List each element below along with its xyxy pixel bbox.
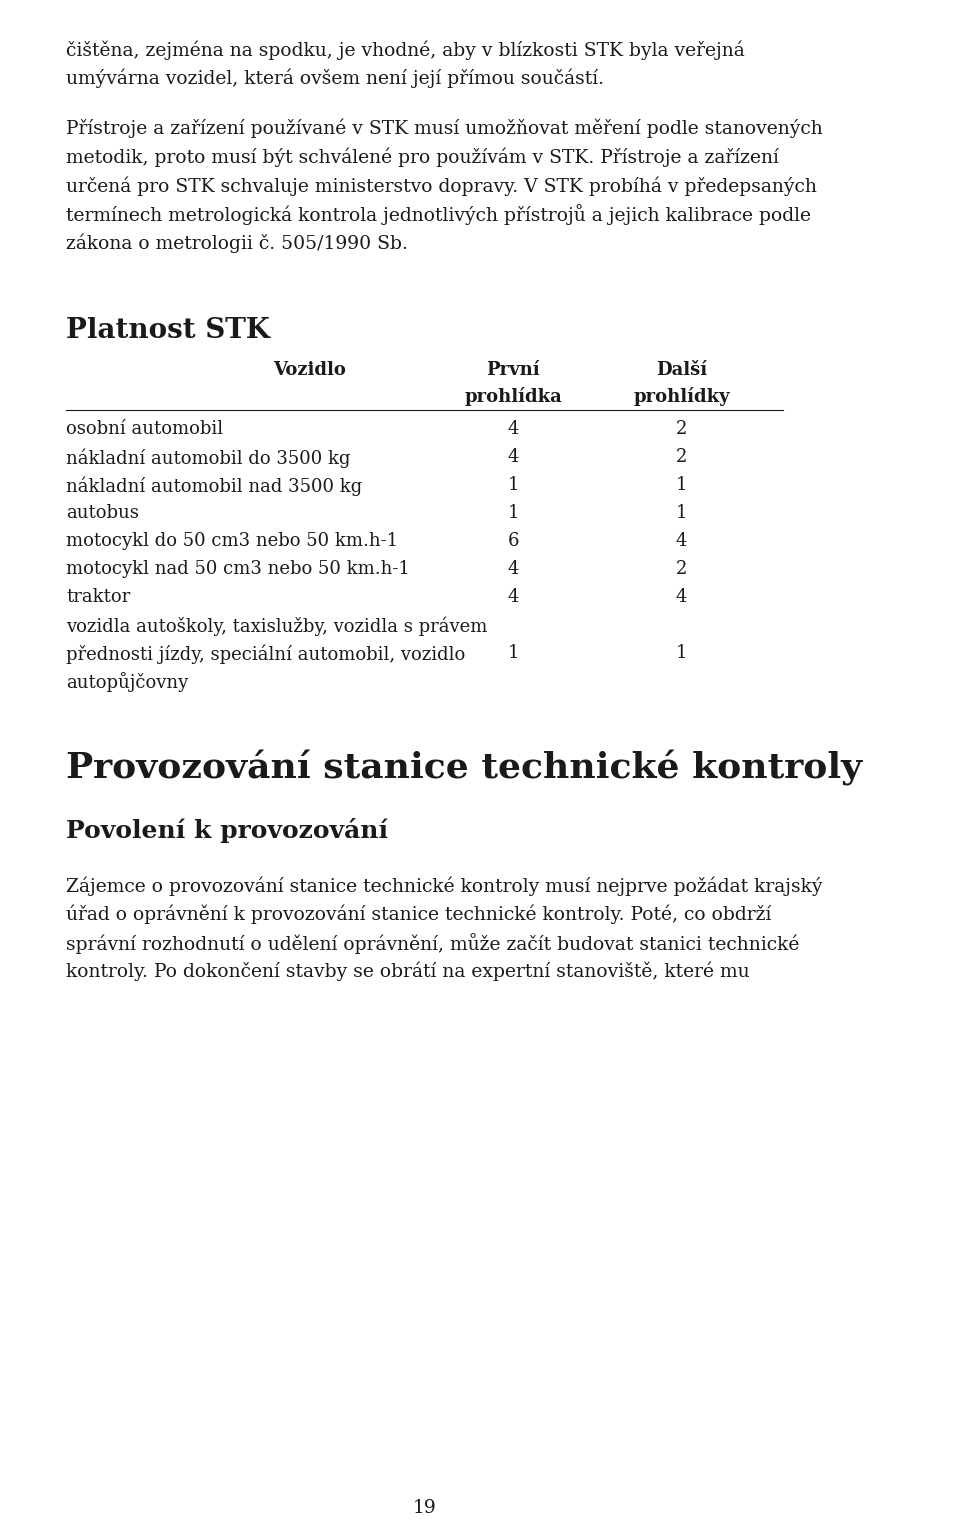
Text: nákladní automobil nad 3500 kg: nákladní automobil nad 3500 kg — [66, 476, 363, 496]
Text: 2: 2 — [676, 560, 687, 579]
Text: 2: 2 — [676, 448, 687, 466]
Text: 1: 1 — [508, 505, 519, 522]
Text: zákona o metrologii č. 505/1990 Sb.: zákona o metrologii č. 505/1990 Sb. — [66, 232, 408, 252]
Text: Další: Další — [656, 360, 708, 379]
Text: Provozování stanice technické kontroly: Provozování stanice technické kontroly — [66, 749, 862, 786]
Text: traktor: traktor — [66, 588, 131, 606]
Text: metodik, proto musí být schválené pro používám v STK. Přístroje a zařízení: metodik, proto musí být schválené pro po… — [66, 148, 780, 168]
Text: Vozidlo: Vozidlo — [274, 360, 347, 379]
Text: 1: 1 — [508, 645, 519, 662]
Text: 6: 6 — [508, 532, 519, 549]
Text: 4: 4 — [508, 560, 519, 579]
Text: správní rozhodnutí o udělení oprávnění, může začít budovat stanici technické: správní rozhodnutí o udělení oprávnění, … — [66, 933, 800, 954]
Text: umývárna vozidel, která ovšem není její přímou součástí.: umývárna vozidel, která ovšem není její … — [66, 69, 605, 88]
Text: 1: 1 — [676, 645, 687, 662]
Text: nákladní automobil do 3500 kg: nákladní automobil do 3500 kg — [66, 448, 351, 468]
Text: 4: 4 — [676, 588, 687, 606]
Text: úřad o oprávnění k provozování stanice technické kontroly. Poté, co obdrží: úřad o oprávnění k provozování stanice t… — [66, 905, 772, 923]
Text: motocykl nad 50 cm3 nebo 50 km.h-1: motocykl nad 50 cm3 nebo 50 km.h-1 — [66, 560, 410, 579]
Text: autobus: autobus — [66, 505, 139, 522]
Text: 1: 1 — [676, 505, 687, 522]
Text: 4: 4 — [676, 532, 687, 549]
Text: kontroly. Po dokončení stavby se obrátí na expertní stanoviště, které mu: kontroly. Po dokončení stavby se obrátí … — [66, 962, 750, 980]
Text: 1: 1 — [676, 476, 687, 494]
Text: prohlídky: prohlídky — [634, 388, 730, 406]
Text: autopůjčovny: autopůjčovny — [66, 673, 188, 693]
Text: osobní automobil: osobní automobil — [66, 420, 224, 439]
Text: Přístroje a zařízení používané v STK musí umožňovat měření podle stanovených: Přístroje a zařízení používané v STK mus… — [66, 119, 823, 139]
Text: 1: 1 — [508, 476, 519, 494]
Text: 19: 19 — [413, 1499, 437, 1517]
Text: přednosti jízdy, speciální automobil, vozidlo: přednosti jízdy, speciální automobil, vo… — [66, 645, 466, 663]
Text: vozidla autoškoly, taxislužby, vozidla s právem: vozidla autoškoly, taxislužby, vozidla s… — [66, 616, 488, 636]
Text: 4: 4 — [508, 588, 519, 606]
Text: termínech metrologická kontrola jednotlivých přístrojů a jejich kalibrace podle: termínech metrologická kontrola jednotli… — [66, 205, 811, 225]
Text: čištěna, zejména na spodku, je vhodné, aby v blízkosti STK byla veřejná: čištěna, zejména na spodku, je vhodné, a… — [66, 40, 745, 60]
Text: prohlídka: prohlídka — [465, 388, 563, 406]
Text: Povolení k provozování: Povolení k provozování — [66, 819, 389, 843]
Text: 2: 2 — [676, 420, 687, 439]
Text: 4: 4 — [508, 448, 519, 466]
Text: Zájemce o provozování stanice technické kontroly musí nejprve požádat krajský: Zájemce o provozování stanice technické … — [66, 876, 823, 896]
Text: určená pro STK schvaluje ministerstvo dopravy. V STK probíhá v předepsaných: určená pro STK schvaluje ministerstvo do… — [66, 175, 817, 195]
Text: Platnost STK: Platnost STK — [66, 317, 271, 343]
Text: 4: 4 — [508, 420, 519, 439]
Text: motocykl do 50 cm3 nebo 50 km.h-1: motocykl do 50 cm3 nebo 50 km.h-1 — [66, 532, 398, 549]
Text: První: První — [487, 360, 540, 379]
